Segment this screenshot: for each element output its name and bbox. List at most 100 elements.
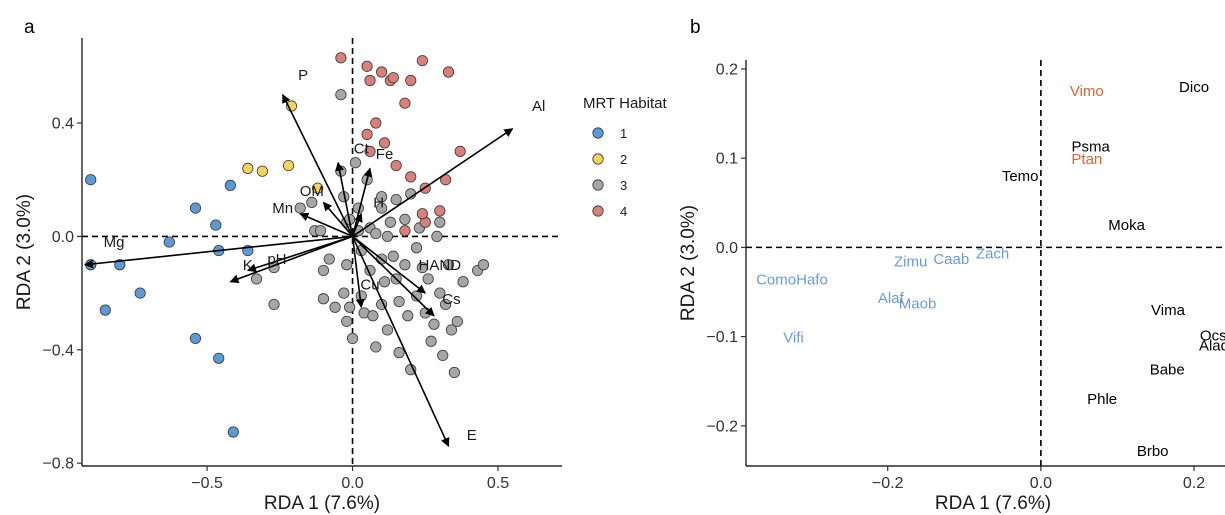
panel-b-x-axis-label: RDA 1 (7.6%)	[935, 493, 1051, 514]
species-label-ptan: Ptan	[1071, 151, 1102, 168]
panel-a-x-tick-label: 0.0	[341, 475, 363, 492]
panel-b-y-tick-label: 0.1	[716, 151, 738, 168]
habitat-3-site-point	[434, 287, 446, 299]
habitat-3-site-point	[317, 293, 330, 305]
panel-b-x-tick-label: −0.2	[872, 475, 904, 492]
species-label-phle: Phle	[1087, 391, 1117, 408]
vector-e-label: E	[467, 427, 477, 444]
habitat-3-site-point	[393, 347, 405, 359]
legend-label-habitat-2: 2	[620, 152, 627, 167]
species-label-vifi: Vifi	[783, 330, 804, 347]
vector-cu-label: Cu	[360, 277, 379, 294]
panel-a-legend: MRT Habitat 1 2 3 4	[583, 95, 667, 219]
habitat-1-site-point	[163, 236, 175, 248]
habitat-2-site-point	[242, 162, 254, 174]
vector-p-arrow	[282, 93, 354, 237]
panel-a-ticks: −0.5 0.0 0.5 −0.8 −0.4 0.0 0.4	[42, 116, 509, 492]
habitat-1-site-point	[189, 332, 202, 345]
panel-b-x-tick-label: 0.2	[1183, 475, 1205, 492]
species-label-vima: Vima	[1151, 302, 1186, 319]
panel-b-y-tick-label: −0.2	[706, 418, 738, 435]
legend-key-habitat-1	[592, 127, 604, 139]
habitat-4-site-point	[364, 74, 376, 87]
vector-mn-arrow	[299, 212, 353, 238]
vector-om-label: OM	[300, 183, 324, 200]
legend-label-habitat-3: 3	[620, 178, 627, 193]
habitat-4-site-point	[376, 66, 388, 78]
habitat-3-site-point	[344, 301, 356, 313]
habitat-3-site-point	[457, 276, 469, 288]
panel-a-x-tick-label: 0.5	[487, 475, 509, 492]
habitat-4-site-point	[361, 128, 373, 140]
habitat-3-site-point	[419, 307, 431, 319]
habitat-4-site-point	[361, 60, 373, 72]
panel-b-y-axis-label: RDA 2 (3.0%)	[678, 205, 699, 321]
habitat-3-site-point	[329, 301, 341, 313]
habitat-3-site-point	[416, 261, 428, 274]
habitat-3-site-point	[338, 287, 350, 299]
vector-fe-arrow	[351, 167, 373, 237]
legend-key-habitat-3	[592, 179, 604, 191]
habitat-3-site-point	[434, 216, 446, 228]
panel-a-y-tick-label: −0.4	[42, 342, 74, 359]
habitat-3-site-point	[384, 216, 396, 228]
habitat-3-site-point	[410, 242, 423, 254]
species-label-dico: Dico	[1179, 79, 1209, 96]
habitat-3-site-point	[431, 230, 443, 243]
species-label-temo: Temo	[1002, 168, 1039, 185]
panel-a-y-axis-label: RDA 2 (3.0%)	[14, 194, 35, 310]
habitat-3-site-point	[268, 298, 280, 311]
habitat-4-site-point	[335, 52, 347, 64]
panel-a-axes	[81, 38, 562, 467]
legend-title: MRT Habitat	[583, 95, 667, 112]
vector-hand-label: HAND	[419, 257, 462, 274]
panel-a-points	[85, 52, 490, 438]
vector-p-label: P	[298, 67, 308, 84]
legend-key-habitat-2	[592, 153, 604, 165]
vector-ph-arrow	[246, 235, 353, 273]
habitat-4-site-point	[387, 72, 399, 84]
habitat-3-site-point	[390, 193, 402, 206]
species-label-maob: Maob	[899, 296, 937, 313]
habitat-3-site-point	[323, 253, 335, 265]
habitat-3-site-point	[445, 324, 458, 336]
species-label-psma: Psma	[1071, 139, 1110, 156]
habitat-3-site-point	[422, 273, 434, 285]
habitat-1-site-point	[227, 426, 239, 438]
panel-b-y-tick-label: 0.0	[716, 240, 738, 257]
panel-a-x-tick-label: −0.5	[191, 475, 223, 492]
vector-al-arrow	[352, 128, 514, 238]
habitat-3-site-point	[376, 191, 388, 203]
panel-a-y-tick-label: 0.0	[52, 229, 74, 246]
habitat-4-site-point	[416, 208, 428, 220]
habitat-3-site-point	[250, 273, 263, 285]
habitat-1-site-point	[210, 219, 222, 231]
habitat-2-site-point	[282, 159, 295, 172]
habitat-3-site-point	[376, 202, 388, 214]
vector-h-arrow	[351, 212, 363, 237]
habitat-1-site-point	[99, 304, 111, 316]
habitat-3-site-point	[370, 227, 382, 240]
habitat-3-site-point	[440, 298, 452, 311]
habitat-2-site-point	[312, 182, 324, 194]
vector-k-arrow	[229, 235, 353, 284]
species-label-moka: Moka	[1108, 217, 1145, 234]
species-label-alaf: Alaf	[878, 290, 905, 307]
vector-k-label: K	[243, 257, 253, 274]
habitat-3-site-point	[428, 318, 440, 330]
legend-label-habitat-1: 1	[620, 126, 627, 141]
habitat-3-site-point	[346, 332, 359, 345]
vector-cs-label: Cs	[442, 291, 460, 308]
habitat-4-site-point	[364, 145, 376, 157]
habitat-1-site-point	[85, 174, 97, 186]
habitat-4-site-point	[405, 171, 417, 183]
habitat-4-site-point	[370, 117, 382, 129]
vector-ct-label: Ct	[354, 141, 370, 158]
vector-cs-arrow	[351, 235, 435, 317]
habitat-3-site-point	[437, 349, 449, 362]
habitat-3-site-point	[370, 341, 382, 353]
habitat-3-site-point	[317, 264, 330, 277]
